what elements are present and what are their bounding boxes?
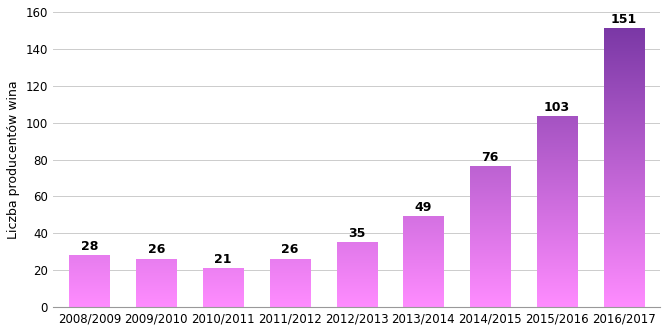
Y-axis label: Liczba producentów wina: Liczba producentów wina: [7, 80, 20, 239]
Text: 28: 28: [81, 240, 98, 253]
Text: 35: 35: [348, 227, 365, 240]
Text: 103: 103: [544, 101, 570, 114]
Text: 49: 49: [415, 201, 432, 214]
Text: 76: 76: [482, 151, 499, 164]
Text: 21: 21: [214, 253, 232, 266]
Text: 151: 151: [611, 13, 637, 26]
Text: 26: 26: [148, 243, 165, 256]
Text: 26: 26: [281, 243, 299, 256]
